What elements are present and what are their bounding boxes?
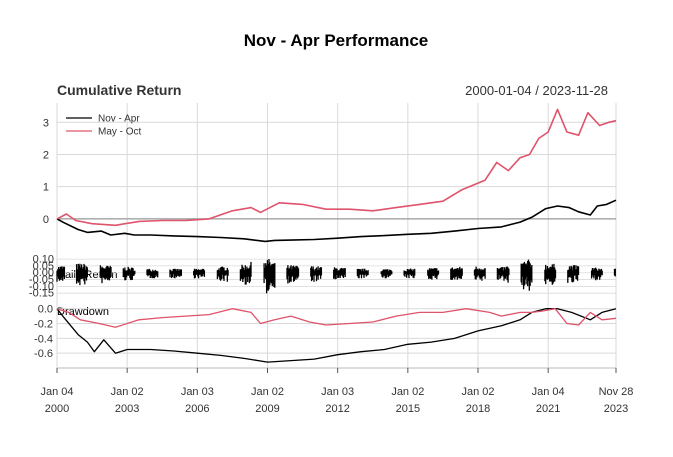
daily-y-tick-label-2: 0.00 bbox=[33, 267, 54, 279]
x-tick-label-year-4: 2012 bbox=[325, 403, 349, 415]
cum-y-tick-label-3: 3 bbox=[43, 117, 49, 129]
cum-y-tick-label-2: 2 bbox=[43, 149, 49, 161]
x-tick-label-top-3: Jan 02 bbox=[251, 386, 284, 398]
legend-label-0: Nov - Apr bbox=[98, 114, 140, 125]
cum-series-line-0 bbox=[56, 199, 617, 243]
cum-y-tick-label-0: 0 bbox=[43, 214, 49, 226]
dd-y-tick-label-3: -0.6 bbox=[34, 348, 53, 360]
daily-y-tick-label-0: 0.10 bbox=[33, 254, 54, 266]
x-tick-label-top-1: Jan 02 bbox=[111, 386, 144, 398]
x-tick-label-top-7: Jan 04 bbox=[532, 386, 565, 398]
chart-title: Nov - Apr Performance bbox=[244, 31, 429, 50]
legend-label-1: May - Oct bbox=[98, 127, 142, 138]
x-tick-label-year-0: 2000 bbox=[45, 403, 69, 415]
x-tick-label-year-5: 2015 bbox=[396, 403, 420, 415]
daily-y-tick-label-1: 0.05 bbox=[33, 260, 54, 272]
x-tick-label-top-0: Jan 04 bbox=[40, 386, 73, 398]
daily-y-tick-label-3: -0.05 bbox=[29, 274, 54, 286]
x-tick-label-top-5: Jan 02 bbox=[391, 386, 424, 398]
daily-return-bars bbox=[56, 259, 616, 294]
dd-y-tick-label-1: -0.2 bbox=[34, 319, 53, 331]
panel-title-cumulative-return: Cumulative Return bbox=[57, 82, 181, 98]
x-tick-label-top-8: Nov 28 bbox=[599, 386, 634, 398]
x-tick-label-year-1: 2003 bbox=[115, 403, 139, 415]
dd-y-tick-label-2: -0.4 bbox=[34, 333, 53, 345]
x-tick-label-year-7: 2021 bbox=[536, 403, 560, 415]
x-tick-label-year-3: 2009 bbox=[255, 403, 279, 415]
cum-series-line-1 bbox=[56, 108, 617, 227]
panel-title-drawdown: Drawdown bbox=[57, 306, 109, 318]
x-tick-label-top-4: Jan 03 bbox=[321, 386, 354, 398]
daily-y-tick-label-5: -0.15 bbox=[29, 288, 54, 300]
cum-y-tick-label-1: 1 bbox=[43, 182, 49, 194]
dd-y-tick-label-0: 0.0 bbox=[38, 304, 53, 316]
x-tick-label-year-8: 2023 bbox=[604, 403, 628, 415]
x-tick-label-year-2: 2006 bbox=[185, 403, 209, 415]
date-range-label: 2000-01-04 / 2023-11-28 bbox=[465, 83, 608, 98]
x-tick-label-top-2: Jan 03 bbox=[181, 386, 214, 398]
daily-y-tick-label-4: -0.10 bbox=[29, 281, 54, 293]
dd-series-line-0 bbox=[56, 308, 617, 363]
dd-series-line-1 bbox=[56, 308, 617, 328]
x-tick-label-top-6: Jan 02 bbox=[461, 386, 494, 398]
x-tick-label-year-6: 2018 bbox=[466, 403, 490, 415]
